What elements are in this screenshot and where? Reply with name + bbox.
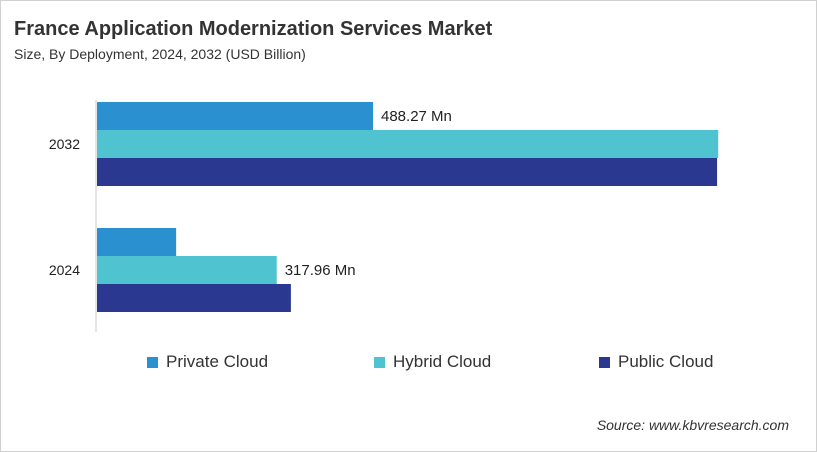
bar-2032-public-cloud xyxy=(97,158,718,186)
legend-item-hybrid-cloud: Hybrid Cloud xyxy=(374,352,491,372)
legend-swatch xyxy=(374,356,385,368)
legend-swatch xyxy=(147,356,158,368)
legend-item-public-cloud: Public Cloud xyxy=(599,352,713,372)
legend-label: Public Cloud xyxy=(618,352,714,371)
data-label: 488.27 Mn xyxy=(381,108,452,125)
legend-item-private-cloud: Private Cloud xyxy=(147,352,268,372)
chart-subtitle: Size, By Deployment, 2024, 2032 (USD Bil… xyxy=(14,46,306,62)
legend-label: Private Cloud xyxy=(166,352,269,371)
bar-2032-hybrid-cloud xyxy=(97,130,719,158)
bar-2024-private-cloud xyxy=(97,228,177,256)
data-label: 317.96 Mn xyxy=(285,262,356,279)
legend-swatch xyxy=(599,356,610,368)
source-note: Source: www.kbvresearch.com xyxy=(596,417,789,433)
bar-2024-public-cloud xyxy=(97,284,291,312)
y-tick-label: 2032 xyxy=(49,136,80,152)
legend-label: Hybrid Cloud xyxy=(393,352,492,371)
y-tick-label: 2024 xyxy=(49,262,80,278)
bar-2024-hybrid-cloud xyxy=(97,256,277,284)
bar-2032-private-cloud xyxy=(97,102,373,130)
chart-title: France Application Modernization Service… xyxy=(14,18,493,40)
